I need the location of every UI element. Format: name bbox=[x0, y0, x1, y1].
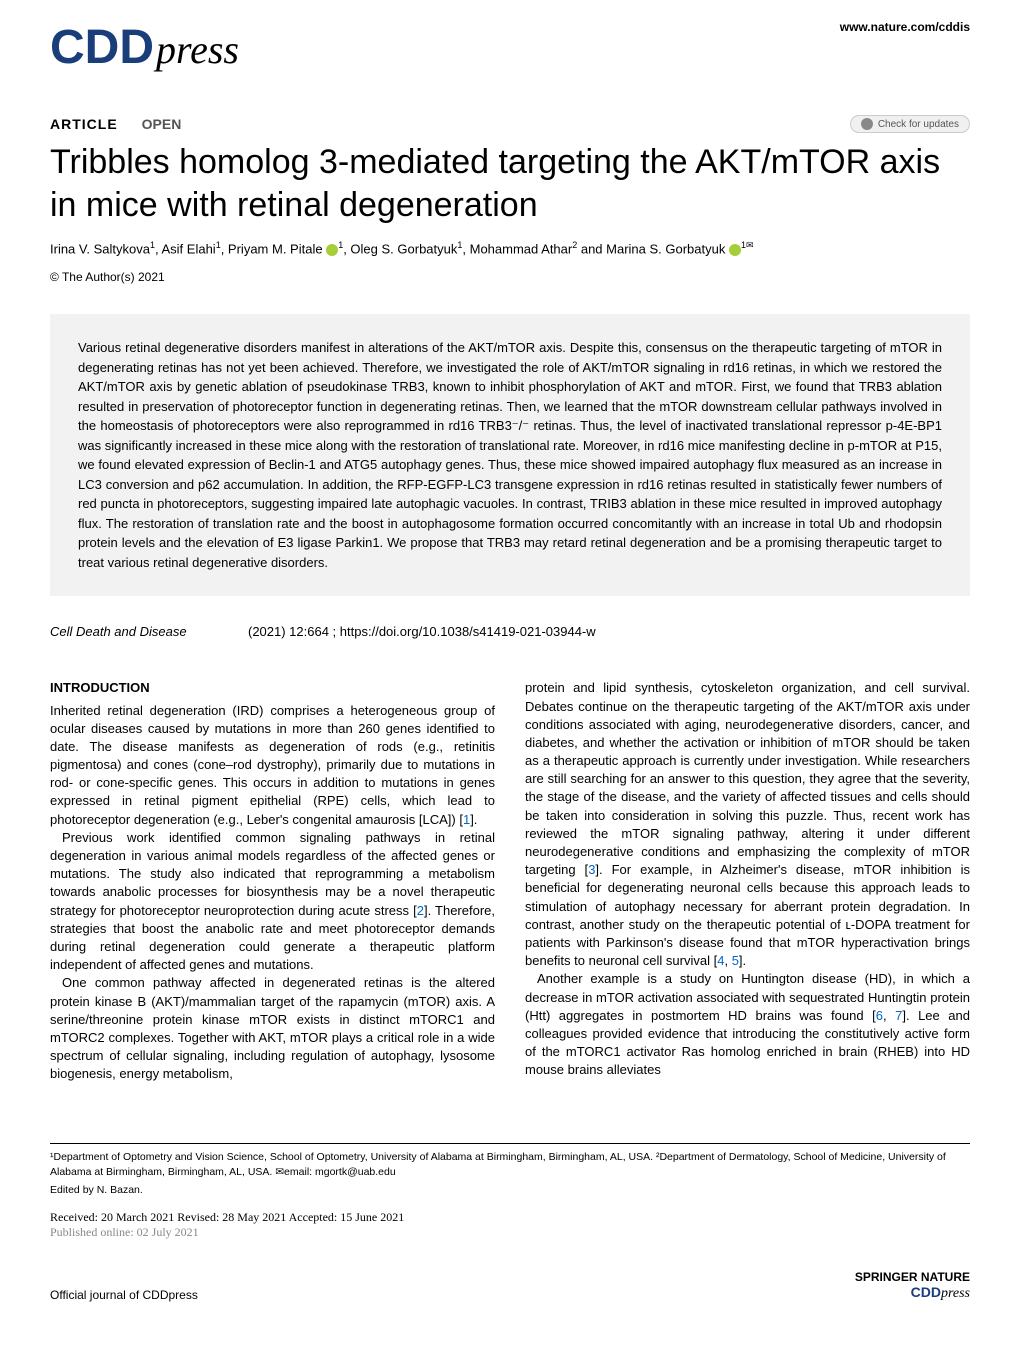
reference-link[interactable]: 5 bbox=[732, 953, 739, 968]
open-access-label: OPEN bbox=[142, 116, 182, 132]
author-name: Irina V. Saltykova bbox=[50, 241, 150, 256]
reference-link[interactable]: 2 bbox=[417, 903, 424, 918]
check-updates-label: Check for updates bbox=[878, 119, 959, 130]
journal-name: Cell Death and Disease bbox=[50, 624, 187, 639]
page-header: CDDpress www.nature.com/cddis bbox=[50, 20, 970, 75]
author-name: , Asif Elahi bbox=[155, 241, 216, 256]
citation-line: Cell Death and Disease (2021) 12:664 ; h… bbox=[50, 624, 970, 639]
orcid-icon[interactable] bbox=[326, 244, 338, 256]
article-type-label: ARTICLE bbox=[50, 116, 118, 132]
orcid-icon[interactable] bbox=[729, 244, 741, 256]
publication-dates: Received: 20 March 2021 Revised: 28 May … bbox=[50, 1210, 970, 1240]
check-updates-icon bbox=[861, 118, 873, 130]
article-header: ARTICLE OPEN Check for updates bbox=[50, 115, 970, 133]
citation-doi[interactable]: https://doi.org/10.1038/s41419-021-03944… bbox=[340, 624, 596, 639]
journal-logo: CDDpress bbox=[50, 20, 239, 75]
reference-link[interactable]: 6 bbox=[876, 1008, 883, 1023]
page-footer: Official journal of CDDpress SPRINGER NA… bbox=[50, 1270, 970, 1302]
citation-volume: (2021) 12:664 ; bbox=[248, 624, 336, 639]
author-name: , Mohammad Athar bbox=[462, 241, 572, 256]
cddpress-logo-small: CDDpress bbox=[855, 1284, 970, 1302]
author-affil: 1✉ bbox=[741, 240, 754, 250]
site-url[interactable]: www.nature.com/cddis bbox=[840, 20, 970, 34]
author-list: Irina V. Saltykova1, Asif Elahi1, Priyam… bbox=[50, 240, 970, 256]
copyright-notice: © The Author(s) 2021 bbox=[50, 270, 970, 284]
author-name: , Oleg S. Gorbatyuk bbox=[343, 241, 457, 256]
author-affiliations: ¹Department of Optometry and Vision Scie… bbox=[50, 1150, 970, 1179]
edited-by: Edited by N. Bazan. bbox=[50, 1184, 970, 1196]
check-updates-button[interactable]: Check for updates bbox=[850, 115, 970, 133]
dates-published: Published online: 02 July 2021 bbox=[50, 1225, 970, 1240]
paragraph: Another example is a study on Huntington… bbox=[525, 970, 970, 1079]
paragraph: One common pathway affected in degenerat… bbox=[50, 974, 495, 1083]
footnote-divider bbox=[50, 1143, 970, 1144]
footer-publisher: SPRINGER NATURE CDDpress bbox=[855, 1270, 970, 1302]
abstract: Various retinal degenerative disorders m… bbox=[50, 314, 970, 596]
introduction-heading: INTRODUCTION bbox=[50, 679, 495, 697]
article-title: Tribbles homolog 3-mediated targeting th… bbox=[50, 141, 970, 226]
author-name: and Marina S. Gorbatyuk bbox=[577, 241, 725, 256]
logo-cdd-text: CDD bbox=[50, 20, 154, 75]
paragraph: protein and lipid synthesis, cytoskeleto… bbox=[525, 679, 970, 970]
author-name: , Priyam M. Pitale bbox=[221, 241, 323, 256]
left-column: INTRODUCTION Inherited retinal degenerat… bbox=[50, 679, 495, 1083]
paragraph: Inherited retinal degeneration (IRD) com… bbox=[50, 702, 495, 829]
logo-press-text: press bbox=[156, 26, 239, 73]
right-column: protein and lipid synthesis, cytoskeleto… bbox=[525, 679, 970, 1083]
dates-received: Received: 20 March 2021 Revised: 28 May … bbox=[50, 1210, 970, 1225]
paragraph: Previous work identified common signalin… bbox=[50, 829, 495, 975]
body-text: INTRODUCTION Inherited retinal degenerat… bbox=[50, 679, 970, 1083]
footer-journal-note: Official journal of CDDpress bbox=[50, 1288, 198, 1302]
springer-nature-logo: SPRINGER NATURE bbox=[855, 1270, 970, 1284]
